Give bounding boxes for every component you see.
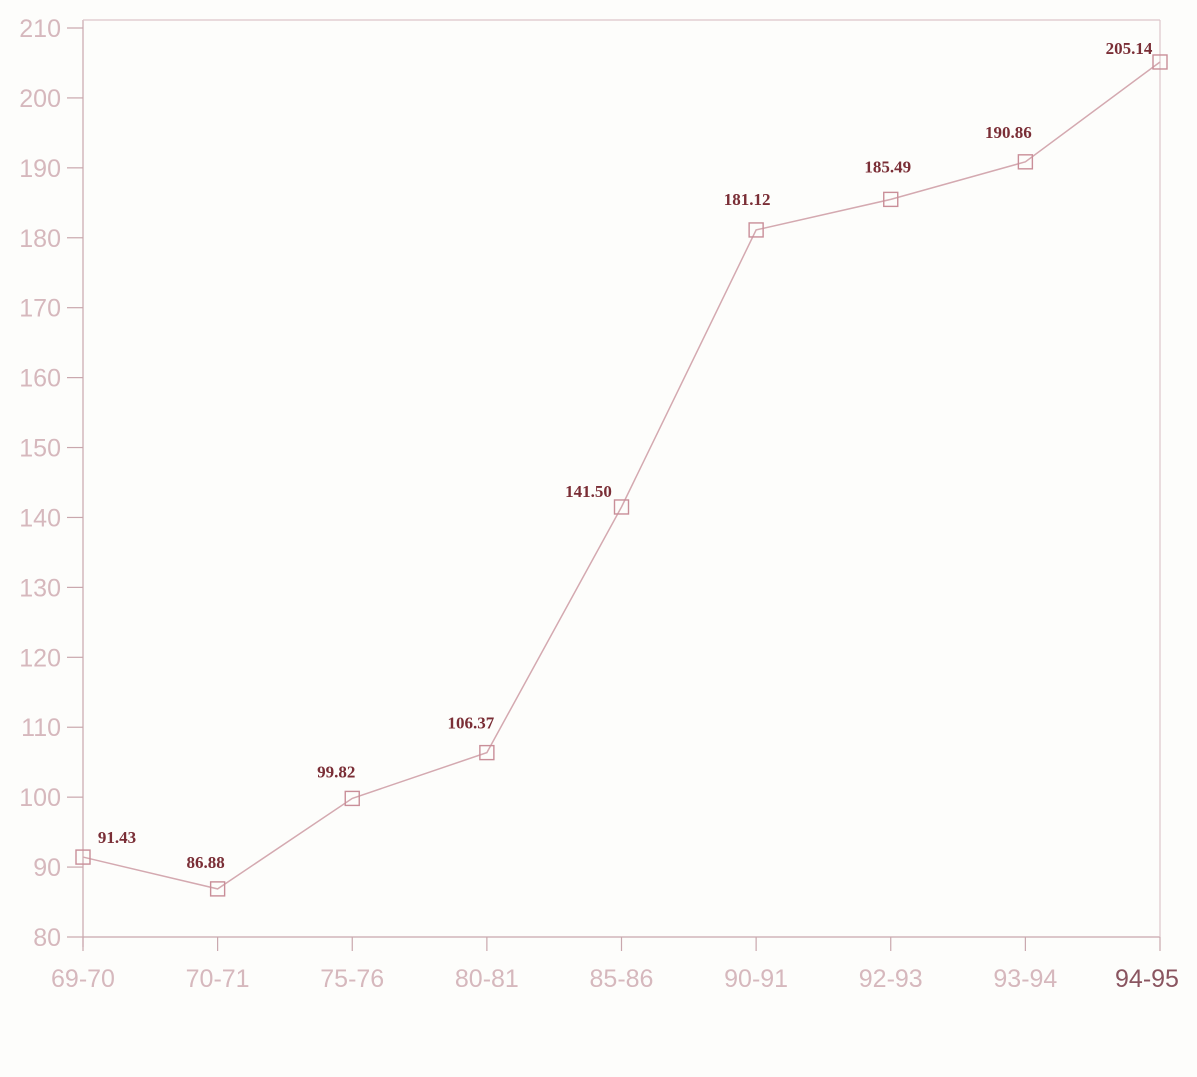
data-point-marker: [344, 790, 360, 807]
y-tick-label: 150: [19, 435, 61, 463]
y-tick-label: 120: [19, 644, 61, 672]
data-label: 106.37: [448, 714, 495, 733]
data-label: 181.12: [724, 190, 771, 209]
data-label: 185.49: [864, 157, 911, 176]
series-line: [82, 61, 1161, 890]
x-tick-label: 80-81: [455, 965, 519, 993]
y-tick-label: 190: [19, 155, 61, 183]
y-tick-label: 130: [19, 574, 61, 602]
x-tick-label: 92-93: [859, 965, 923, 993]
x-tick-label: 94-95: [1115, 965, 1179, 993]
x-tick-label: 75-76: [320, 965, 384, 993]
y-tick-label: 210: [19, 15, 61, 43]
data-label: 99.82: [317, 762, 355, 781]
y-tick-label: 200: [19, 85, 61, 113]
x-axis: 69-70 70-71 75-76 80-81 85-86 90-91 92-93 93-94…: [51, 937, 1179, 993]
data-point-marker: [479, 744, 495, 761]
y-tick-label: 160: [19, 365, 61, 393]
y-tick-label: 140: [19, 504, 61, 532]
y-tick-label: 180: [19, 225, 61, 253]
y-tick-label: 170: [19, 295, 61, 323]
x-tick-label: 70-71: [186, 965, 250, 993]
data-point-marker: [1152, 54, 1168, 70]
y-axis: 80 90 100 110 120 130 140 150 160 170 180 190 200 210: [19, 15, 83, 952]
data-point-marker: [1017, 154, 1034, 170]
series-layer: [75, 54, 1168, 897]
x-tick-label: 85-86: [590, 965, 654, 993]
y-tick-label: 100: [19, 784, 61, 812]
data-label: 190.86: [985, 123, 1032, 142]
y-tick-label: 110: [21, 714, 61, 742]
data-label: 205.14: [1106, 39, 1153, 58]
x-tick-label: 90-91: [724, 965, 788, 993]
data-label: 141.50: [565, 482, 612, 501]
data-labels: 91.43 86.88 99.82 106.37 141.50 181.12 185.49 1…: [98, 39, 1153, 872]
data-point-marker: [613, 499, 630, 515]
data-label: 91.43: [98, 828, 136, 847]
data-point-marker: [883, 191, 899, 208]
data-label: 86.88: [187, 853, 225, 872]
x-tick-label: 93-94: [993, 965, 1057, 993]
plot-frame: [82, 19, 1161, 947]
data-point-marker: [209, 881, 226, 897]
data-point-marker: [75, 849, 91, 865]
y-tick-label: 90: [33, 854, 61, 882]
y-tick-label: 80: [33, 924, 61, 952]
x-tick-label: 69-70: [51, 965, 115, 993]
data-point-marker: [748, 222, 764, 238]
